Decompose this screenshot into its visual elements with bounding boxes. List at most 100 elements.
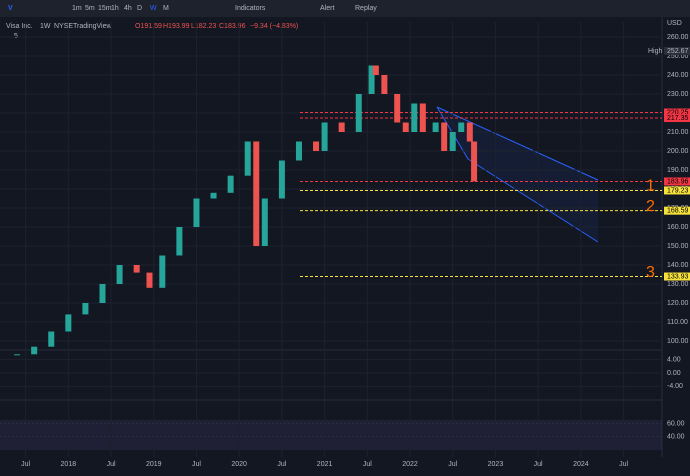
rsi-tick-label: 60.00 xyxy=(667,420,685,427)
interval[interactable]: W xyxy=(150,5,157,12)
x-tick-label: Jul xyxy=(277,461,286,468)
candle xyxy=(210,192,217,199)
price-label: 217.35 xyxy=(667,115,689,122)
candle xyxy=(402,122,409,132)
y-tick-label: 210.00 xyxy=(667,129,689,136)
legend-source: TradingView xyxy=(73,23,112,30)
candle xyxy=(432,122,439,132)
y-tick-label: 230.00 xyxy=(667,91,689,98)
legend-interval: 1W xyxy=(40,23,51,30)
x-tick-label: 2019 xyxy=(146,461,162,468)
legend-ohlc: L182.23 xyxy=(191,23,216,30)
price-tag xyxy=(664,206,690,215)
alert[interactable]: Alert xyxy=(320,5,334,12)
y-tick-label: 160.00 xyxy=(667,224,689,231)
annotation: 3 xyxy=(646,264,655,281)
y-tick-label: 140.00 xyxy=(667,262,689,269)
replay[interactable]: Replay xyxy=(355,5,377,12)
unit: USD xyxy=(667,20,682,27)
price-tag xyxy=(664,272,690,281)
y-tick-label: 200.00 xyxy=(667,148,689,155)
y-tick-label: 130.00 xyxy=(667,281,689,288)
macd-tick-label: -4.00 xyxy=(667,383,683,390)
candle xyxy=(411,103,418,132)
high-label: High xyxy=(648,48,663,55)
x-tick-label: 2024 xyxy=(573,461,589,468)
candle xyxy=(99,284,106,303)
interval[interactable]: D xyxy=(137,5,142,12)
y-tick-label: 250.00 xyxy=(667,53,689,60)
x-tick-label: Jul xyxy=(363,461,372,468)
interval[interactable]: 5m xyxy=(85,5,95,12)
candle xyxy=(321,122,328,151)
x-tick-label: Jul xyxy=(448,461,457,468)
candle xyxy=(471,141,478,182)
y-tick-label: 150.00 xyxy=(667,243,689,250)
candle xyxy=(466,122,473,142)
x-tick-label: 2018 xyxy=(61,461,77,468)
candle xyxy=(441,122,448,151)
y-tick-label: 190.00 xyxy=(667,167,689,174)
x-tick-label: 2020 xyxy=(231,461,247,468)
symbol[interactable]: V xyxy=(8,5,13,12)
annotation: 1 xyxy=(646,178,655,195)
candle xyxy=(419,103,426,132)
price-tag xyxy=(664,186,690,195)
candle xyxy=(193,198,200,227)
candle xyxy=(65,314,72,332)
candle xyxy=(14,354,21,356)
candle xyxy=(278,160,285,199)
y-tick-label: 100.00 xyxy=(667,338,689,345)
candle xyxy=(48,331,55,347)
candle xyxy=(31,346,38,355)
x-tick-label: Jul xyxy=(107,461,116,468)
interval[interactable]: 1h xyxy=(111,5,119,12)
price-tag xyxy=(664,114,690,123)
legend-count: 5 xyxy=(14,33,18,40)
macd-tick-label: 4.00 xyxy=(667,357,681,364)
candle xyxy=(449,132,456,151)
candle xyxy=(372,65,379,75)
indicators[interactable]: Indicators xyxy=(235,5,266,12)
candle xyxy=(133,265,140,273)
candle xyxy=(394,94,401,123)
candle xyxy=(313,141,320,151)
y-tick-label: 110.00 xyxy=(667,319,688,326)
interval[interactable]: M xyxy=(163,5,169,12)
candle xyxy=(458,122,465,132)
rsi-band xyxy=(0,420,662,450)
legend-name: Visa Inc. xyxy=(6,23,33,30)
annotation: 2 xyxy=(646,198,655,215)
interval[interactable]: 15m xyxy=(98,5,112,12)
price-tag xyxy=(664,108,690,117)
price-label: 168.59 xyxy=(667,208,689,215)
legend-change: −9.34 (−4.83%) xyxy=(250,23,298,30)
x-tick-label: Jul xyxy=(192,461,201,468)
x-tick-label: Jul xyxy=(534,461,543,468)
interval[interactable]: 4h xyxy=(124,5,132,12)
price-label: 220.25 xyxy=(667,109,689,116)
legend-exchange: NYSE xyxy=(54,23,73,30)
y-tick-label: 260.00 xyxy=(667,34,689,41)
candle xyxy=(338,122,345,132)
price-label: 179.23 xyxy=(667,187,689,194)
candle xyxy=(253,141,260,246)
candle xyxy=(116,265,123,284)
x-tick-label: 2022 xyxy=(402,461,418,468)
candle xyxy=(159,255,166,288)
x-tick-label: 2023 xyxy=(488,461,504,468)
x-tick-label: Jul xyxy=(619,461,628,468)
x-tick-label: 2021 xyxy=(317,461,333,468)
candle xyxy=(227,175,234,193)
interval[interactable]: 1m xyxy=(72,5,82,12)
high-value: 252.67 xyxy=(667,48,689,55)
high-tag xyxy=(664,46,690,55)
y-tick-label: 120.00 xyxy=(667,300,689,307)
price-label: 183.96 xyxy=(667,178,689,185)
price-label: 133.93 xyxy=(667,273,689,280)
candle xyxy=(82,303,89,315)
macd-tick-label: 0.00 xyxy=(667,370,681,377)
x-tick-label: Jul xyxy=(21,461,30,468)
